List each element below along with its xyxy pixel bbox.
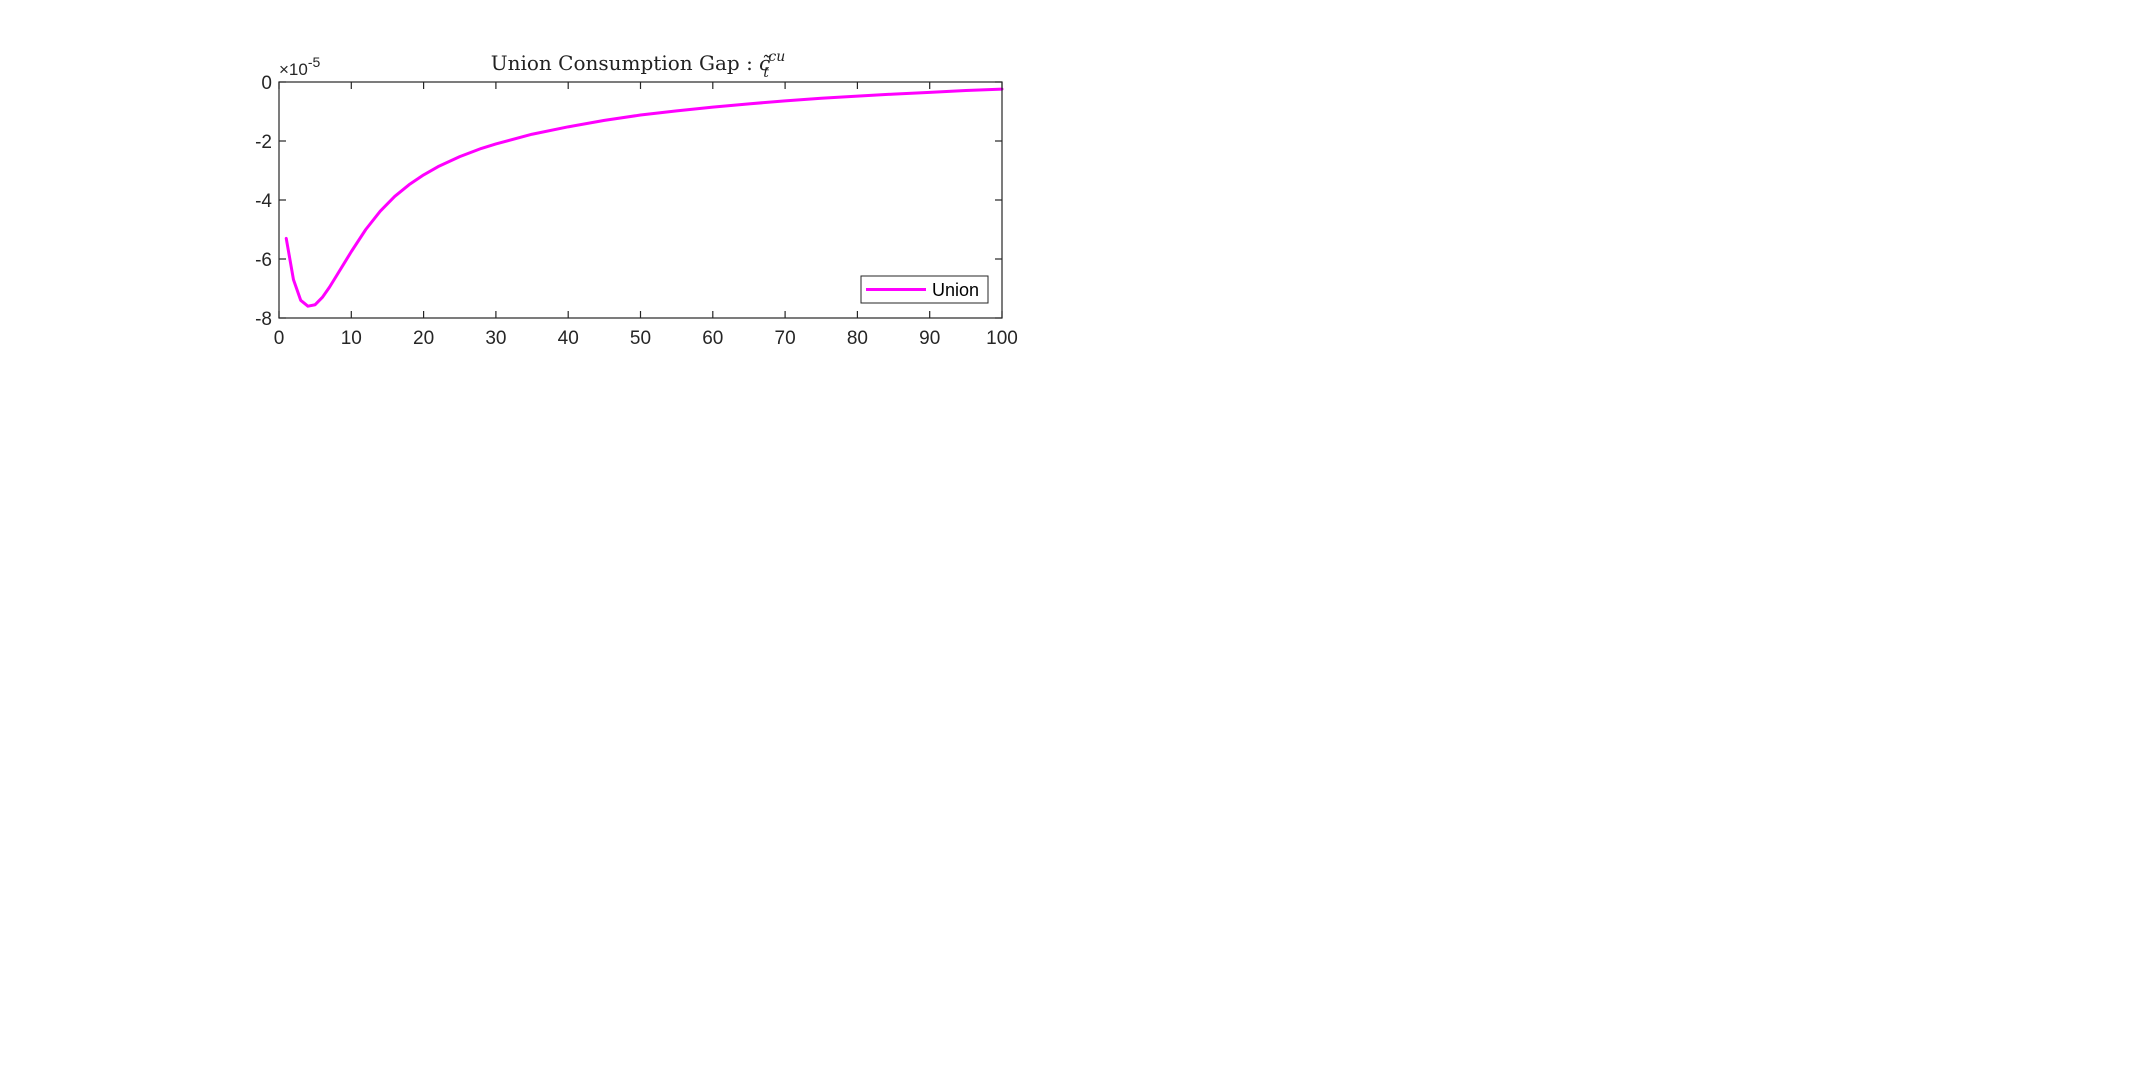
axis-ticks: 0 10 20 30 40 50 60 70 80 90 100 0 -2 -4 -6 -8 xyxy=(255,73,1018,349)
y-exponent-label: ×10-5 xyxy=(279,54,321,79)
x-tick-label: 30 xyxy=(485,328,506,349)
y-exponent-base: ×10 xyxy=(279,60,308,79)
chart-title: Union Consumption Gap : c̃cu t xyxy=(491,49,785,81)
axes-frame xyxy=(278,81,1003,319)
legend: Union xyxy=(860,275,989,304)
svg-text:×10-5: ×10-5 xyxy=(279,54,321,79)
x-tick-label: 50 xyxy=(630,328,651,349)
legend-label-union: Union xyxy=(932,280,979,300)
y-exponent-power: -5 xyxy=(308,54,321,70)
y-tick-label: 0 xyxy=(261,73,272,94)
chart-title-text: Union Consumption Gap : xyxy=(491,51,759,75)
plot-area xyxy=(284,87,1004,308)
x-tick-label: 20 xyxy=(413,328,434,349)
x-tick-label: 60 xyxy=(702,328,723,349)
series-line-union xyxy=(284,87,1004,308)
y-tick-label: -2 xyxy=(255,132,272,153)
x-tick-label: 70 xyxy=(775,328,796,349)
x-tick-label: 10 xyxy=(341,328,362,349)
x-tick-label: 90 xyxy=(919,328,940,349)
title-math-base: c̃ xyxy=(759,51,771,75)
x-tick-label: 40 xyxy=(558,328,579,349)
title-math-superscript: cu xyxy=(768,49,785,65)
x-tick-label: 0 xyxy=(274,328,285,349)
y-tick-label: -4 xyxy=(255,191,272,212)
y-tick-label: -8 xyxy=(255,309,272,330)
y-tick-label: -6 xyxy=(255,250,272,271)
title-math-subscript: t xyxy=(763,65,769,81)
x-tick-label: 80 xyxy=(847,328,868,349)
x-tick-label: 100 xyxy=(986,328,1018,349)
